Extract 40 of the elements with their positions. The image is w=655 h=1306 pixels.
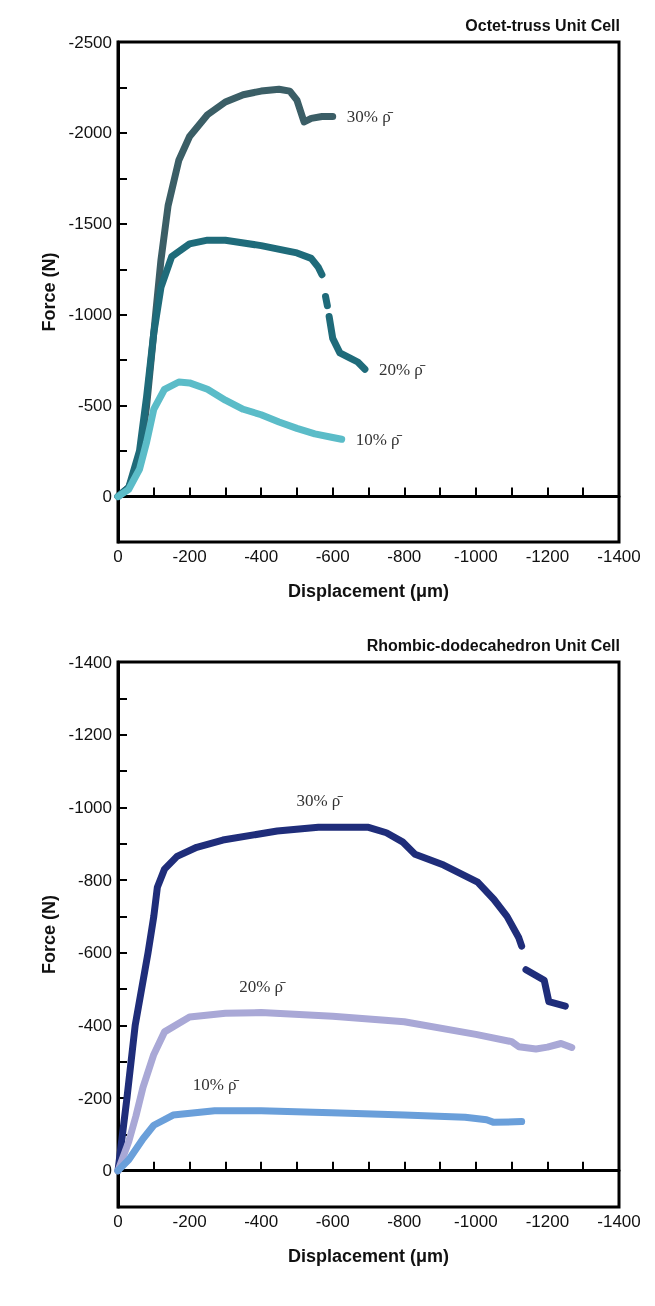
y-tick-label: -200 (77, 1088, 112, 1108)
series-label: 30% ρ̄ (346, 107, 394, 127)
x-tick-label: -800 (387, 1212, 422, 1231)
chart-title: Octet-truss Unit Cell (465, 16, 620, 34)
y-tick-label: -800 (77, 870, 112, 890)
x-tick-label: -1200 (525, 547, 570, 566)
chart-title: Rhombic-dodecahedron Unit Cell (366, 636, 620, 654)
x-axis-title: Displacement (μm) (287, 581, 450, 601)
y-tick-label: -1400 (68, 652, 112, 672)
x-tick-label: -200 (172, 547, 207, 566)
series-label: 30% ρ̄ (296, 791, 344, 811)
x-tick-label: -1400 (597, 547, 641, 566)
x-tick-label: -600 (315, 547, 350, 566)
series-label: 20% ρ̄ (378, 359, 426, 379)
y-tick-label: -600 (77, 943, 112, 963)
x-tick-label: -600 (315, 1212, 350, 1231)
y-tick-label: -2000 (68, 123, 112, 143)
x-tick-label: -1200 (525, 1212, 570, 1231)
y-tick-label: 0 (102, 487, 112, 507)
x-axis-title: Displacement (μm) (287, 1246, 450, 1266)
x-tick-label: -1400 (597, 1212, 641, 1231)
y-axis-title: Force (N) (38, 894, 59, 975)
y-tick-label: -1200 (68, 725, 112, 745)
series-label: 20% ρ̄ (239, 976, 287, 996)
x-tick-label: -400 (244, 1212, 279, 1231)
series-label: 10% ρ̄ (355, 429, 403, 449)
series-label: 10% ρ̄ (192, 1074, 240, 1094)
y-tick-label: -1000 (68, 305, 112, 325)
y-axis-title: Force (N) (38, 252, 59, 332)
y-tick-label: -1000 (68, 797, 112, 817)
y-tick-label: 0 (102, 1161, 112, 1181)
x-tick-label: -200 (172, 1212, 207, 1231)
x-tick-label: -800 (387, 547, 422, 566)
y-tick-label: -1500 (68, 214, 112, 234)
y-tick-label: -400 (77, 1015, 112, 1035)
x-tick-label: -400 (244, 547, 279, 566)
y-tick-label: -500 (77, 396, 112, 416)
x-tick-label: -1000 (454, 1212, 498, 1231)
x-tick-label: -1000 (454, 547, 498, 566)
y-tick-label: -2500 (68, 32, 112, 52)
